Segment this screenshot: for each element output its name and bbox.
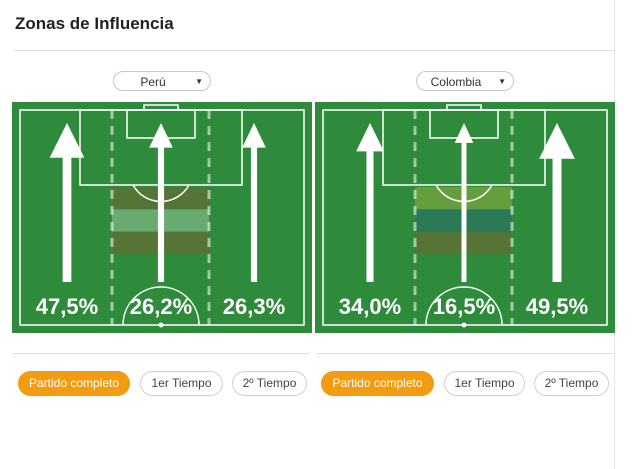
title-divider [14, 50, 614, 51]
zone-percentage: 49,5% [526, 294, 588, 319]
zone-arrow-head [356, 123, 384, 152]
zone-percentage: 16,5% [433, 294, 495, 319]
zone-arrow-head [242, 123, 266, 148]
zone-arrow [49, 123, 85, 282]
zone-arrow [539, 123, 575, 282]
pitch-diagram: 47,5% 26,2% 26,3% [12, 102, 312, 333]
bottom-divider [12, 353, 309, 354]
goal [446, 104, 482, 111]
zone-arrow-shaft [62, 156, 72, 282]
zone-arrow-head [149, 123, 173, 148]
team-select-label: Colombia [430, 75, 482, 89]
zone-percentage: 47,5% [36, 294, 98, 319]
period-button-second-half[interactable]: 2º Tiempo [534, 371, 609, 396]
center-spot [461, 322, 467, 328]
zone-arrow [356, 123, 384, 282]
dropdown-caret-icon: ▼ [195, 77, 203, 86]
zone-arrow-shaft [461, 141, 467, 282]
pitch-peru: 47,5% 26,2% 26,3% [12, 102, 312, 333]
widget-title: Zonas de Influencia [15, 14, 174, 33]
center-circle [122, 286, 200, 326]
zone-arrow-head [49, 123, 85, 158]
period-button-first-half[interactable]: 1er Tiempo [444, 371, 525, 396]
zone-arrow-shaft [366, 150, 374, 282]
zone-arrow [242, 123, 266, 282]
bottom-divider [316, 353, 614, 354]
center-circle [425, 286, 503, 326]
zone-arrow-head [454, 123, 474, 143]
period-button-full-match[interactable]: Partido completo [18, 371, 130, 396]
period-button-second-half[interactable]: 2º Tiempo [232, 371, 307, 396]
zone-arrow-shaft [250, 146, 258, 282]
zone-arrow-shaft [552, 157, 562, 282]
zone-percentage: 26,2% [130, 294, 192, 319]
zone-arrow [149, 123, 173, 282]
center-spot [158, 322, 164, 328]
period-button-first-half[interactable]: 1er Tiempo [140, 371, 223, 396]
team-select-colombia[interactable]: Colombia ▼ [416, 71, 514, 91]
pitch-colombia: 34,0% 16,5% 49,5% [315, 102, 615, 333]
period-button-full-match[interactable]: Partido completo [321, 371, 434, 396]
dropdown-caret-icon: ▼ [498, 77, 506, 86]
pitch-diagram: 34,0% 16,5% 49,5% [315, 102, 615, 333]
zone-percentage: 26,3% [223, 294, 285, 319]
zone-arrow-shaft [157, 146, 165, 282]
zone-arrow-head [539, 123, 575, 159]
goal [143, 104, 179, 111]
zone-percentage: 34,0% [339, 294, 401, 319]
team-select-peru[interactable]: Perú ▼ [113, 71, 211, 91]
team-select-label: Perú [140, 75, 166, 89]
zone-arrow [454, 123, 474, 282]
